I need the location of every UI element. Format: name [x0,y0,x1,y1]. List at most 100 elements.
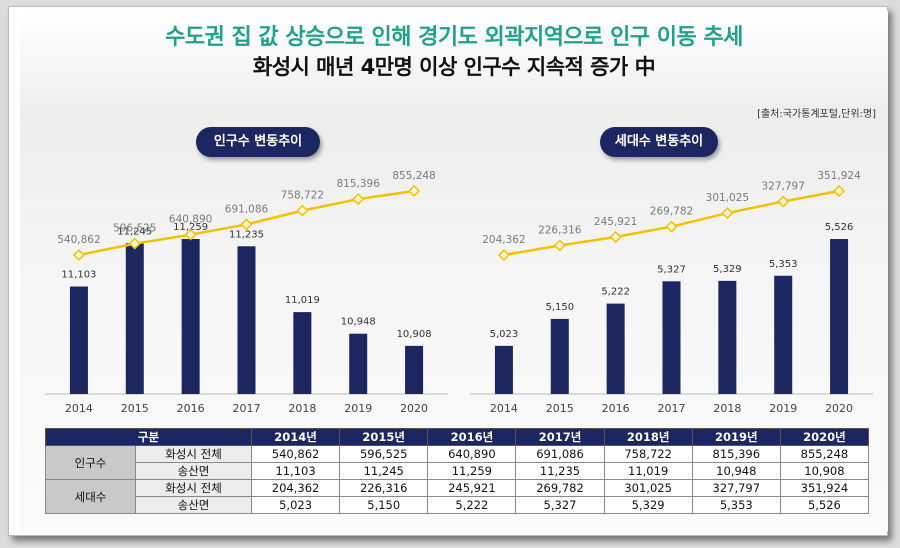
line-point [777,195,790,208]
table-header-cell: 2015년 [339,428,429,446]
table-header-cell: 2018년 [603,428,693,446]
x-tick-label: 2019 [769,402,797,415]
x-tick-label: 2015 [121,402,149,415]
bar-value-label: 5,023 [490,329,519,340]
table-cell: 269,782 [515,479,605,497]
x-tick-label: 2020 [400,402,428,415]
table-cell: 5,222 [427,496,517,514]
image-frame: 수도권 집 값 상승으로 인해 경기도 외곽지역으로 인구 이동 추세 화성시 … [8,6,888,536]
bar-value-label: 5,222 [601,287,630,298]
table-cell: 11,245 [339,462,429,480]
line-point [609,230,622,243]
table-cell: 855,248 [779,445,870,463]
bar [125,243,144,394]
table-cell: 691,086 [515,445,605,463]
row-label: 화성시 전체 [134,445,253,463]
table-cell: 5,327 [515,496,605,514]
bar-value-label: 11,019 [285,295,320,306]
table-row: 송산면 5,023 5,150 5,222 5,327 5,329 5,353 … [46,496,870,514]
table-cell: 11,235 [515,462,605,480]
line-value-label: 204,362 [482,234,525,246]
table-cell: 640,890 [427,445,517,463]
bar [237,246,256,394]
bar-value-label: 11,245 [117,226,152,237]
x-tick-label: 2016 [602,402,630,415]
source-note: [출처:국가통계포털,단위:명] [757,109,876,120]
x-tick-label: 2015 [546,402,574,415]
table-cell: 815,396 [691,445,781,463]
table-cell: 540,862 [251,445,341,463]
table-header-cell: 2017년 [515,428,605,446]
bar-value-label: 5,329 [713,264,742,275]
data-table: 구분 2014년 2015년 2016년 2017년 2018년 2019년 2… [44,428,870,514]
slide: 수도권 집 값 상승으로 인해 경기도 외곽지역으로 인구 이동 추세 화성시 … [20,11,888,531]
line-point [72,248,85,262]
bar [181,239,200,394]
line-value-label: 596,525 [113,223,156,235]
table-cell: 204,362 [251,479,341,497]
line-point [833,184,846,198]
table-cell: 351,924 [779,479,870,497]
line-value-label: 226,316 [538,224,582,236]
bar [494,345,513,394]
group-label: 세대수 [45,479,136,514]
bar-value-label: 5,353 [769,259,798,270]
table-cell: 301,025 [603,479,693,497]
table-cell: 10,908 [779,462,870,480]
bar [830,239,849,394]
bar [662,281,681,394]
bar-value-label: 11,259 [173,222,208,233]
line-point [497,248,510,262]
bar [293,312,312,394]
table-cell: 327,797 [691,479,781,497]
bar [774,275,793,394]
line-point [296,204,309,217]
bar-value-label: 10,908 [397,329,432,340]
table-cell: 11,019 [603,462,693,480]
bar-value-label: 11,103 [61,270,96,281]
table-cell: 5,353 [691,496,781,514]
x-tick-label: 2017 [658,402,686,415]
line-value-label: 815,396 [337,178,381,190]
group-label: 인구수 [45,445,136,480]
line-value-label: 855,248 [392,170,435,182]
table-cell: 11,259 [427,462,517,480]
bar [550,318,569,394]
bar [349,333,368,394]
bar [69,286,88,394]
bar [606,303,625,394]
table-cell: 245,921 [427,479,517,497]
table-header-row: 구분 2014년 2015년 2016년 2017년 2018년 2019년 2… [44,428,870,446]
bar-value-label: 5,327 [657,264,686,275]
line-point [352,193,365,206]
table-row: 송산면 11,103 11,245 11,259 11,235 11,019 1… [46,462,870,480]
bar [718,280,737,394]
table-header-cell: 2019년 [691,428,781,446]
x-tick-label: 2014 [65,402,93,415]
table-cell: 10,948 [691,462,781,480]
line-value-label: 327,797 [762,180,805,192]
headline: 수도권 집 값 상승으로 인해 경기도 외곽지역으로 인구 이동 추세 [165,25,743,50]
line-point [665,220,678,233]
x-tick-label: 2020 [825,402,853,415]
line-value-label: 351,924 [817,170,861,182]
line-point [408,184,421,198]
x-tick-label: 2014 [490,402,518,415]
line-value-label: 640,890 [169,214,212,226]
line-value-label: 758,722 [281,190,324,202]
line-value-label: 269,782 [650,206,693,218]
table-header-cell: 2016년 [427,428,517,446]
table-cell: 5,329 [603,496,693,514]
bar [405,345,424,394]
line-value-label: 245,921 [594,216,637,228]
x-tick-label: 2017 [233,402,261,415]
table-row: 세대수 화성시 전체 204,362 226,316 245,921 269,7… [45,479,870,514]
line-point [184,228,197,241]
table-cell: 5,023 [251,496,341,514]
row-label: 송산면 [134,462,253,480]
line-value-label: 301,025 [706,192,749,204]
line-value-label: 691,086 [225,203,269,215]
x-tick-label: 2018 [713,402,741,415]
subheadline: 화성시 매년 4만명 이상 인구수 지속적 증가 中 [252,55,656,79]
table-header-cell: 구분 [44,428,253,446]
